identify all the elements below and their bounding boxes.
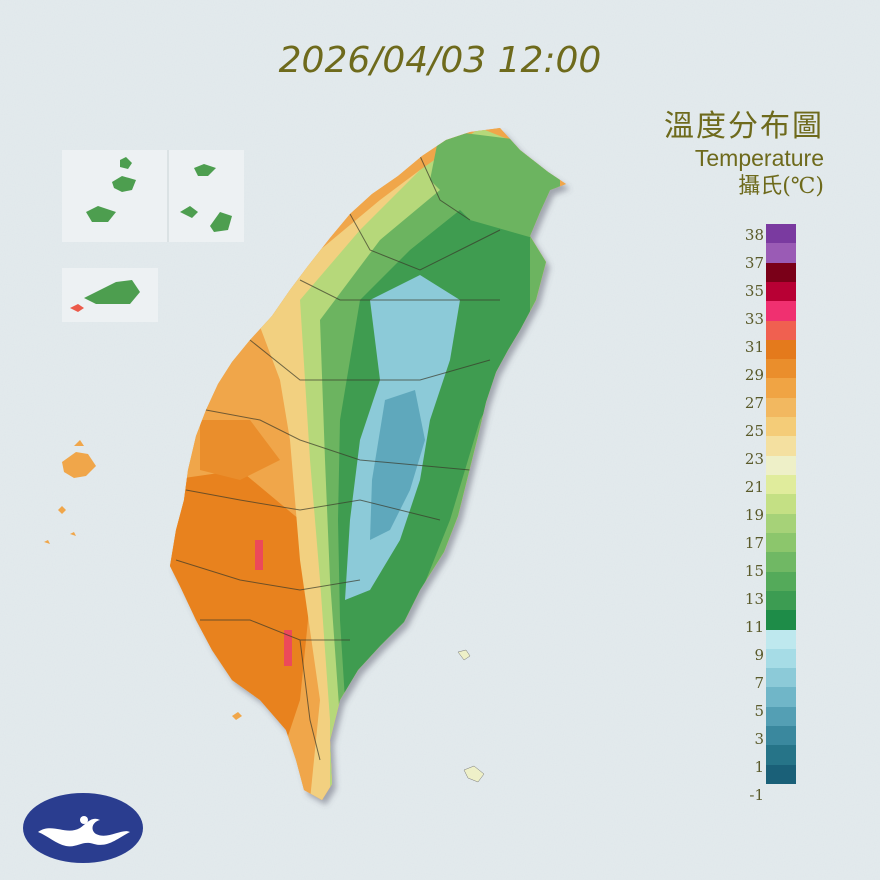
scale-tick-label: 29 [744,366,764,384]
scale-swatch [766,687,796,708]
scale-swatch [766,262,796,283]
temperature-color-scale [766,224,796,785]
scale-tick-label: -1 [749,786,764,804]
kinmen-islands-inset [62,268,158,322]
scale-tick-label: 23 [744,450,764,468]
legend-title-block: 溫度分布圖 Temperature 攝氏(℃) [664,110,824,202]
scale-tick-label: 33 [744,310,764,328]
legend-title-en: Temperature [694,145,824,171]
scale-swatch [766,243,796,264]
scale-swatch [766,610,796,630]
scale-swatch [766,339,796,360]
scale-swatch [766,397,796,418]
legend-title-zh: 溫度分布圖 [664,109,824,144]
legend-unit: 攝氏(℃) [738,174,824,199]
scale-tick-label: 31 [744,338,764,356]
map-timestamp: 2026/04/03 12:00 [278,40,602,81]
scale-swatch [766,552,796,573]
scale-swatch [766,629,796,650]
scale-tick-label: 9 [754,646,764,664]
scale-tick-label: 11 [744,618,764,636]
scale-tick-label: 38 [744,226,764,244]
scale-swatch [766,706,796,727]
scale-swatch [766,475,796,495]
scale-swatch [766,745,796,766]
cwa-logo [23,793,143,863]
scale-tick-label: 25 [744,422,764,440]
scale-tick-label: 7 [754,674,764,692]
scale-tick-label: 13 [744,590,764,608]
scale-swatch [766,359,796,379]
scale-swatch [766,301,796,322]
scale-swatch [766,436,796,457]
scale-swatch [766,532,796,553]
scale-swatch [766,455,796,476]
scale-swatch [766,726,796,746]
scale-swatch [766,648,796,669]
scale-tick-label: 27 [744,394,764,412]
scale-tick-label: 1 [754,758,764,776]
scale-swatch [766,590,796,611]
scale-swatch [766,224,796,244]
scale-tick-label: 3 [754,730,764,748]
scale-tick-label: 5 [754,702,764,720]
green-island [457,649,471,661]
scale-swatch [766,320,796,341]
matsu-islands-inset [62,150,244,242]
liuqiu-island [232,712,242,720]
scale-tick-label: 19 [744,506,764,524]
scale-tick-label: 35 [744,282,764,300]
scale-swatch [766,378,796,399]
scale-swatch [766,494,796,515]
scale-swatch [766,764,796,785]
scale-tick-label: 37 [744,254,764,272]
scale-swatch [766,281,796,302]
penghu-islands [44,440,96,544]
scale-swatch [766,417,796,437]
scale-swatch [766,571,796,592]
scale-tick-label: 17 [744,534,764,552]
orchid-island [463,765,485,783]
scale-swatch [766,668,796,688]
scale-swatch [766,513,796,534]
scale-tick-label: 15 [744,562,764,580]
scale-tick-label: 21 [744,478,764,496]
